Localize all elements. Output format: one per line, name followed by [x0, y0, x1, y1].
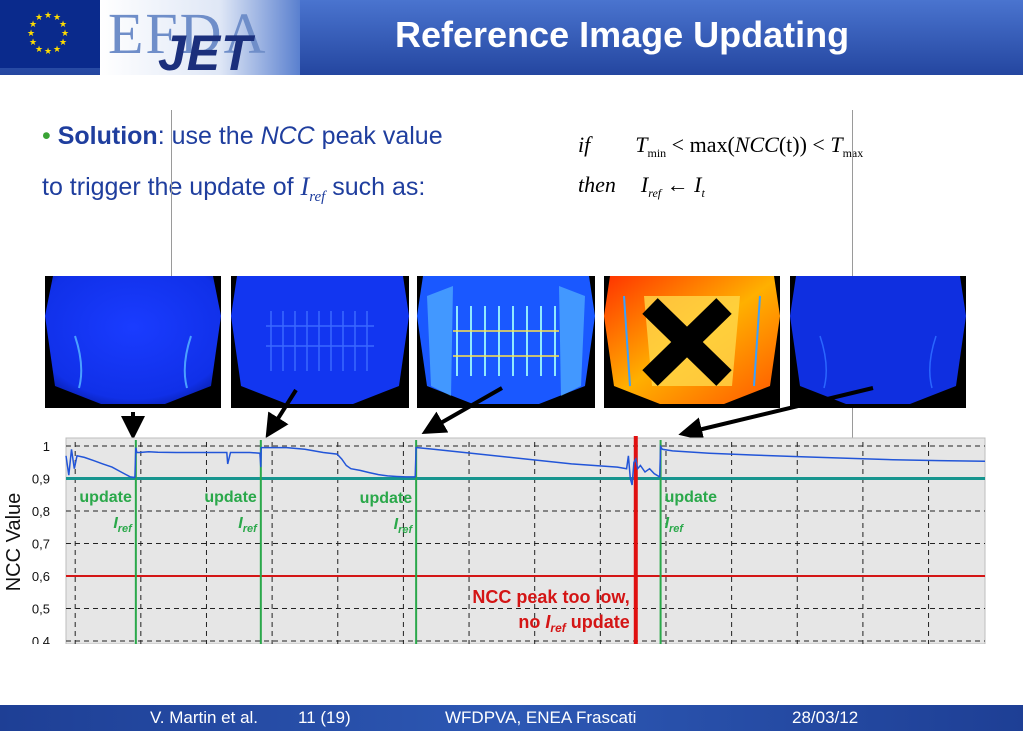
svg-text:★: ★ — [53, 12, 61, 22]
ncc-series-line — [65, 444, 986, 486]
eu-stars: ★ ★ ★ ★ ★ ★ ★ ★ ★ ★ ★ ★ — [27, 10, 69, 56]
svg-text:★: ★ — [53, 44, 61, 54]
camera-frame-1 — [45, 276, 221, 408]
logo-background — [100, 0, 300, 75]
formula-max-fn: max( — [689, 132, 735, 157]
formula-if-line: if Tmin < max(NCC(t)) < Tmax — [578, 132, 863, 161]
svg-text:★: ★ — [29, 19, 37, 29]
bullet-solution: • Solution: use the NCC peak value — [42, 122, 443, 151]
footer-bar: V. Martin et al. 11 (19) WFDPVA, ENEA Fr… — [0, 705, 1023, 731]
bullet-line-2: to trigger the update of Iref such as: — [42, 172, 425, 206]
rejected-label-line2: no Iref update — [518, 612, 629, 635]
y-tick-labels: 1 0,9 0,8 0,7 0,6 0,5 0,4 — [32, 439, 50, 644]
y-tick-label: 0,9 — [32, 472, 50, 487]
formula-lt-2: < — [812, 132, 825, 157]
ncc-chart: 1 0,9 0,8 0,7 0,6 0,5 0,4 NCC Value update Iref… — [3, 436, 986, 644]
solution-label: Solution — [57, 122, 158, 150]
iref-subscript: ref — [309, 189, 326, 205]
formula-arrow: ← — [666, 172, 689, 197]
svg-text:★: ★ — [44, 10, 52, 20]
camera-frame-2 — [231, 276, 409, 408]
iref-symbol: I — [300, 172, 310, 201]
y-tick-label: 1 — [43, 439, 50, 454]
logo-efda-text: EFDA — [108, 1, 268, 66]
logo-jet-text: JET — [158, 25, 253, 81]
grid-layer — [66, 442, 985, 644]
svg-text:★: ★ — [27, 28, 35, 38]
formula-ncc: NCC — [734, 132, 779, 157]
footer-date: 28/03/12 — [792, 708, 859, 727]
svg-text:★: ★ — [59, 37, 67, 47]
line2-text-a: to trigger the update of — [42, 173, 301, 201]
bullet-dot: • — [42, 122, 51, 150]
svg-text:★: ★ — [59, 19, 67, 29]
guide-line-left — [171, 110, 172, 276]
svg-text:★: ★ — [29, 37, 37, 47]
svg-text:★: ★ — [35, 12, 43, 22]
iref-label: Iref — [665, 515, 685, 535]
ncc-term: NCC — [260, 122, 315, 150]
y-tick-label: 0,5 — [32, 602, 50, 617]
iref-label: Iref — [238, 515, 258, 535]
line2-text-b: such as: — [325, 173, 426, 201]
plot-area — [65, 437, 986, 644]
marker-labels: update Iref update Iref update Iref update Iref… — [79, 489, 717, 635]
formula-t-arg: (t)) — [778, 132, 807, 157]
update-label: update — [204, 489, 257, 506]
camera-frame-5 — [790, 276, 966, 408]
svg-text:★: ★ — [61, 28, 69, 38]
y-tick-label: 0,4 — [32, 634, 50, 644]
y-axis-label: NCC Value — [3, 493, 25, 592]
update-label: update — [360, 490, 413, 507]
formula-iref-sub: ref — [648, 186, 662, 200]
guide-line-right — [852, 110, 853, 276]
camera-frame-4-rejected — [604, 276, 780, 408]
rejected-label-line1: NCC peak too low, — [472, 587, 629, 607]
eu-flag-logo: ★ ★ ★ ★ ★ ★ ★ ★ ★ ★ ★ ★ — [0, 0, 100, 68]
formula-iref: I — [640, 172, 649, 197]
y-tick-label: 0,8 — [32, 504, 50, 519]
formula-lt-1: < — [671, 132, 685, 157]
footer-page: 11 (19) — [298, 708, 351, 727]
iref-label: Iref — [113, 515, 133, 535]
formula-then-line: then Iref ← It — [578, 172, 705, 201]
y-tick-label: 0,7 — [32, 537, 50, 552]
camera-frame-3 — [417, 276, 595, 408]
cross-icon — [642, 298, 732, 386]
iref-label: Iref — [394, 516, 414, 536]
footer-event: WFDPVA, ENEA Frascati — [445, 708, 637, 727]
svg-text:★: ★ — [44, 46, 52, 56]
solution-text-b: peak value — [314, 122, 443, 150]
formula-it: I — [694, 172, 702, 197]
update-markers — [134, 436, 662, 644]
formula-it-sub: t — [701, 186, 705, 200]
update-label: update — [79, 489, 132, 506]
solution-text-a: : use the — [157, 122, 261, 150]
y-tick-label: 0,6 — [32, 569, 50, 584]
formula-tmin: T — [635, 132, 648, 157]
svg-text:★: ★ — [35, 44, 43, 54]
threshold-lines — [66, 477, 985, 577]
update-label: update — [665, 489, 718, 506]
page-title: Reference Image Updating — [395, 14, 850, 55]
formula-if: if — [578, 132, 591, 157]
footer-author: V. Martin et al. — [150, 708, 259, 727]
formula-then: then — [578, 172, 616, 197]
formula-tmin-sub: min — [647, 146, 667, 160]
formula-tmax: T — [830, 132, 843, 157]
